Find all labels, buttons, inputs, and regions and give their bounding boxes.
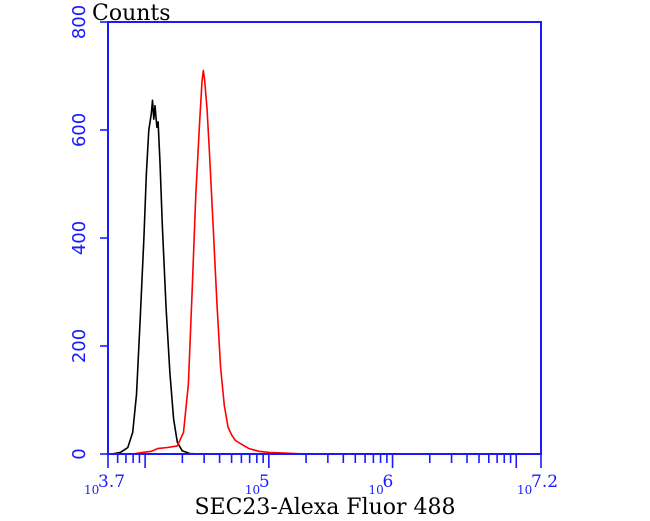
x-tick-label-base: 10: [517, 483, 532, 497]
x-tick-label-exponent: 3.7: [98, 472, 125, 492]
y-tick-label: 800: [69, 5, 90, 39]
y-axis-ticks: 0 200 400 600 800: [69, 5, 108, 460]
x-tick-label-base: 10: [245, 483, 260, 497]
plot-series: [111, 69, 306, 455]
x-axis-ticks: 103.7 105 106 107.2: [84, 454, 558, 497]
y-tick-label: 0: [69, 448, 90, 459]
x-axis-label: SEC23-Alexa Fluor 488: [194, 495, 455, 520]
x-tick-label-exponent: 6: [383, 472, 394, 492]
x-tick-label-exponent: 7.2: [531, 472, 558, 492]
y-tick-label: 400: [69, 221, 90, 255]
y-axis-label: Counts: [92, 1, 171, 26]
histogram-series-2: [132, 69, 306, 455]
plot-frame: [107, 21, 542, 455]
x-tick-label-exponent: 5: [259, 472, 270, 492]
y-tick-label: 600: [69, 113, 90, 147]
histogram-series-1: [111, 99, 201, 455]
x-tick-label-base: 10: [369, 483, 384, 497]
x-tick-label-base: 10: [84, 483, 99, 497]
y-tick-label: 200: [69, 329, 90, 363]
